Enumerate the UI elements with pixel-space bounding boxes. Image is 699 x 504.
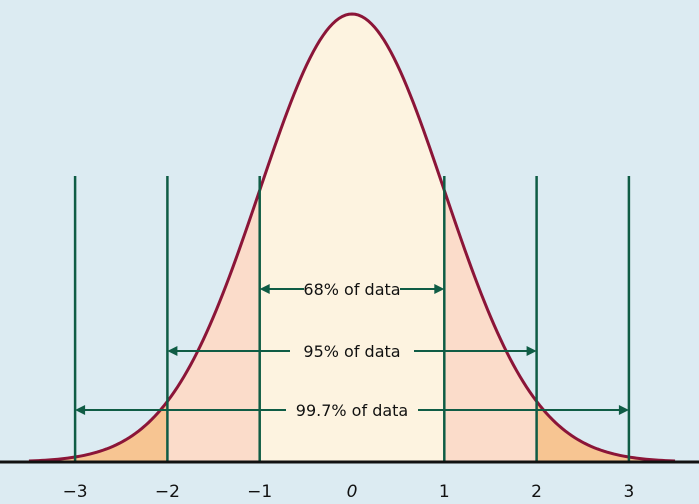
arrowhead-left	[259, 284, 270, 294]
interval-arrow: 99.7% of data	[75, 401, 629, 420]
interval-arrow: 95% of data	[167, 342, 537, 361]
x-tick-label: −1	[247, 482, 272, 502]
normal-curve	[28, 12, 676, 463]
x-tick-label: 1	[439, 482, 450, 502]
arrowhead-right	[434, 284, 445, 294]
band-1sd	[259, 13, 445, 463]
x-tick-label: −3	[63, 482, 88, 502]
interval-label: 99.7% of data	[296, 401, 408, 420]
arrowhead-right	[526, 346, 537, 356]
x-tick-label: 2	[531, 482, 542, 502]
arrowhead-left	[167, 346, 178, 356]
x-tick-label: 3	[623, 482, 634, 502]
arrowhead-left	[75, 405, 86, 415]
arrowhead-right	[618, 405, 629, 415]
tail-left	[28, 401, 168, 462]
interval-label: 68% of data	[303, 280, 400, 299]
interval-arrow: 68% of data	[259, 280, 445, 299]
interval-label: 95% of data	[303, 342, 400, 361]
x-tick-label: 0	[347, 482, 358, 502]
tail-right	[536, 401, 676, 462]
x-tick-label: −2	[155, 482, 180, 502]
